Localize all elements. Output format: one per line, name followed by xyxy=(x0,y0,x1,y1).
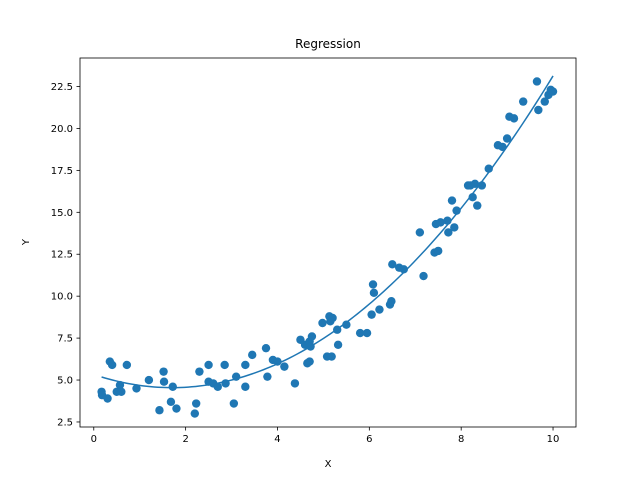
scatter-point xyxy=(375,305,384,314)
x-tick-label: 8 xyxy=(458,434,464,445)
scatter-point xyxy=(473,201,482,210)
y-tick-label: 22.5 xyxy=(51,82,73,93)
x-tick-label: 2 xyxy=(182,434,188,445)
y-tick-label: 2.5 xyxy=(57,417,73,428)
scatter-point xyxy=(117,387,126,396)
scatter-point xyxy=(159,377,169,386)
scatter-point xyxy=(328,313,337,323)
scatter-point xyxy=(248,350,257,360)
x-tick-label: 10 xyxy=(547,434,560,445)
scatter-point xyxy=(280,362,289,371)
y-axis-label: Y xyxy=(21,238,32,246)
scatter-point xyxy=(231,372,241,381)
scatter-point xyxy=(144,375,154,385)
scatter-point xyxy=(436,218,445,227)
scatter-point xyxy=(419,271,428,281)
scatter-point xyxy=(172,404,181,413)
scatter-point xyxy=(221,379,230,388)
scatter-point xyxy=(261,343,271,353)
scatter-point xyxy=(534,105,543,115)
x-tick-label: 4 xyxy=(274,434,280,445)
y-tick-label: 7.5 xyxy=(57,334,73,345)
y-tick-label: 12.5 xyxy=(51,250,73,261)
scatter-point xyxy=(368,280,378,289)
scatter-point xyxy=(518,97,528,106)
scatter-point xyxy=(444,228,453,237)
scatter-point xyxy=(190,409,200,418)
scatter-point xyxy=(477,181,487,190)
scatter-point xyxy=(273,357,282,366)
chart-title: Regression xyxy=(295,37,361,51)
scatter-point xyxy=(447,196,457,205)
axes-frame xyxy=(79,57,577,428)
scatter-point xyxy=(195,367,204,376)
scatter-point xyxy=(470,179,480,188)
scatter-point xyxy=(540,97,549,106)
scatter-point xyxy=(107,360,117,370)
scatter-point xyxy=(369,288,379,298)
scatter-point xyxy=(155,406,164,415)
scatter-point xyxy=(220,360,229,370)
scatter-point xyxy=(241,382,250,391)
x-tick-label: 6 xyxy=(366,434,372,445)
scatter-point xyxy=(307,332,317,341)
scatter-point xyxy=(332,325,342,334)
scatter-point xyxy=(115,380,125,390)
scatter-point xyxy=(399,265,408,274)
scatter-point xyxy=(122,360,132,370)
scatter-point xyxy=(306,342,315,351)
scatter-point xyxy=(290,379,300,388)
y-tick-label: 20.0 xyxy=(51,124,73,135)
y-tick-label: 5.0 xyxy=(57,376,73,387)
plot-area xyxy=(80,58,576,427)
scatter-point xyxy=(367,310,376,319)
y-tick-label: 15.0 xyxy=(51,208,73,219)
scatter-point xyxy=(213,382,222,391)
scatter-point xyxy=(355,328,365,338)
scatter-point xyxy=(509,114,519,123)
scatter-point xyxy=(327,352,336,361)
scatter-point xyxy=(434,246,443,256)
x-tick-label: 0 xyxy=(91,434,97,445)
y-tick-label: 17.5 xyxy=(51,166,73,177)
scatter-point xyxy=(452,206,461,215)
scatter-point xyxy=(191,399,201,408)
scatter-point xyxy=(450,223,459,232)
scatter-point xyxy=(484,164,493,173)
scatter-point xyxy=(443,216,452,225)
scatter-point xyxy=(498,142,507,152)
scatter-point xyxy=(103,394,112,403)
scatter-point xyxy=(241,360,250,370)
y-tick-label: 10.0 xyxy=(51,292,73,303)
scatter-point xyxy=(132,384,141,393)
scatter-point xyxy=(362,328,372,338)
scatter-point xyxy=(415,228,425,237)
scatter-point xyxy=(333,340,343,350)
scatter-point xyxy=(305,357,314,366)
scatter-point xyxy=(166,397,176,407)
scatter-point xyxy=(263,372,272,381)
scatter-point xyxy=(548,87,558,96)
scatter-point xyxy=(502,134,512,143)
scatter-point xyxy=(468,193,477,202)
scatter-point xyxy=(387,297,396,306)
scatter-point xyxy=(204,360,213,370)
scatter-point xyxy=(342,320,351,329)
scatter-point xyxy=(318,318,327,328)
scatter-point xyxy=(532,77,542,86)
scatter-point xyxy=(388,260,397,269)
x-axis-label: X xyxy=(325,459,332,470)
scatter-point xyxy=(168,382,177,391)
scatter-point xyxy=(159,367,168,376)
scatter-point xyxy=(229,399,239,408)
